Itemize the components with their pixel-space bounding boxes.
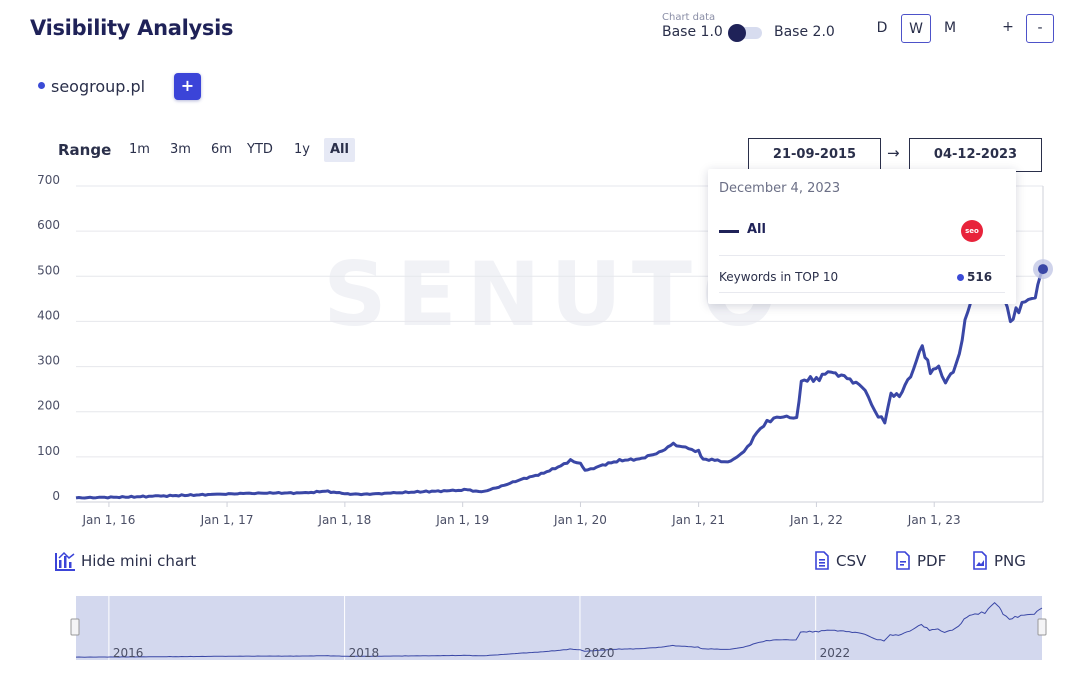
mini-year-label: 2020 bbox=[584, 646, 615, 660]
add-domain-button[interactable]: + bbox=[174, 73, 201, 100]
range-label: Range bbox=[58, 141, 112, 159]
domain-name: seogroup.pl bbox=[51, 77, 146, 96]
range-from-input[interactable]: 21-09-2015 bbox=[748, 138, 881, 172]
range-to-input[interactable]: 04-12-2023 bbox=[909, 138, 1042, 172]
export-pdf-label: PDF bbox=[917, 552, 947, 570]
tooltip-metric-label: Keywords in TOP 10 bbox=[719, 270, 839, 284]
chart-bars-icon bbox=[55, 551, 75, 571]
x-tick-label: Jan 1, 18 bbox=[317, 513, 371, 527]
y-tick-label: 200 bbox=[37, 399, 60, 413]
x-tick-label: Jan 1, 16 bbox=[81, 513, 135, 527]
mini-chart-background bbox=[76, 596, 1042, 660]
mini-right-handle[interactable] bbox=[1037, 618, 1047, 636]
x-tick-label: Jan 1, 19 bbox=[435, 513, 489, 527]
tooltip-series-line-icon bbox=[719, 230, 739, 233]
png-image-icon bbox=[973, 551, 987, 570]
x-tick-label: Jan 1, 20 bbox=[553, 513, 607, 527]
watermark: SENUTO bbox=[323, 243, 786, 346]
tooltip-date: December 4, 2023 bbox=[719, 181, 841, 196]
mini-year-label: 2022 bbox=[820, 646, 851, 660]
x-tick-label: Jan 1, 22 bbox=[789, 513, 843, 527]
y-tick-label: 500 bbox=[37, 263, 60, 277]
mini-chart-years: 2016 2018 2020 2022 bbox=[113, 646, 850, 660]
mini-year-label: 2016 bbox=[113, 646, 144, 660]
mini-chart[interactable]: 2016 2018 2020 2022 bbox=[70, 596, 1047, 660]
range-6m-button[interactable]: 6m bbox=[211, 142, 232, 157]
period-w-button[interactable]: W bbox=[901, 14, 931, 43]
range-1m-button[interactable]: 1m bbox=[129, 142, 150, 157]
chart-tooltip: December 4, 2023 All seo Keywords in TOP… bbox=[708, 169, 1016, 304]
zoom-out-button[interactable]: - bbox=[1026, 14, 1054, 43]
y-tick-label: 600 bbox=[37, 218, 60, 232]
domain-color-dot bbox=[38, 82, 45, 89]
mini-left-handle[interactable] bbox=[70, 618, 80, 636]
hide-mini-chart-label: Hide mini chart bbox=[81, 552, 197, 570]
y-tick-label: 0 bbox=[52, 489, 60, 503]
range-1y-button[interactable]: 1y bbox=[294, 142, 310, 157]
y-tick-label: 400 bbox=[37, 308, 60, 322]
range-arrow: → bbox=[887, 144, 900, 162]
tooltip-metric-value: 516 bbox=[967, 270, 993, 284]
range-all-button[interactable]: All bbox=[324, 138, 355, 162]
csv-file-icon bbox=[815, 551, 829, 570]
current-point-marker[interactable] bbox=[1038, 264, 1048, 275]
period-d-button[interactable]: D bbox=[876, 20, 888, 36]
domain-chip[interactable]: seogroup.pl bbox=[38, 77, 145, 96]
x-tick-label: Jan 1, 23 bbox=[907, 513, 961, 527]
y-tick-label: 300 bbox=[37, 354, 60, 368]
tooltip-metric-dot bbox=[957, 274, 964, 281]
y-axis: 0 100 200 300 400 500 600 700 bbox=[37, 173, 60, 503]
tooltip-divider-bottom bbox=[719, 292, 1005, 293]
export-png-label: PNG bbox=[994, 552, 1026, 570]
x-tick-label: Jan 1, 17 bbox=[200, 513, 254, 527]
tooltip-series-label: All bbox=[747, 222, 766, 237]
mini-year-label: 2018 bbox=[349, 646, 380, 660]
period-m-button[interactable]: M bbox=[943, 20, 957, 36]
y-tick-label: 700 bbox=[37, 173, 60, 187]
x-axis: Jan 1, 16 Jan 1, 17 Jan 1, 18 Jan 1, 19 Jan … bbox=[81, 502, 961, 527]
y-tick-label: 100 bbox=[37, 444, 60, 458]
export-csv-label: CSV bbox=[836, 552, 867, 570]
range-ytd-button[interactable]: YTD bbox=[247, 142, 273, 157]
base1-label[interactable]: Base 1.0 bbox=[662, 24, 723, 40]
base2-label[interactable]: Base 2.0 bbox=[774, 24, 835, 40]
range-3m-button[interactable]: 3m bbox=[170, 142, 191, 157]
chart-grid bbox=[76, 185, 1044, 503]
base-toggle[interactable] bbox=[728, 24, 762, 42]
mini-chart-line bbox=[75, 602, 1043, 658]
pdf-file-icon bbox=[896, 551, 910, 570]
series-line-all bbox=[75, 242, 1045, 500]
domain-logo-icon: seo bbox=[961, 220, 983, 242]
toggle-knob bbox=[728, 24, 746, 42]
chart-data-label: Chart data bbox=[662, 12, 716, 23]
tooltip-divider bbox=[719, 255, 1005, 256]
x-tick-label: Jan 1, 21 bbox=[671, 513, 725, 527]
page-title: Visibility Analysis bbox=[30, 16, 234, 40]
zoom-in-button[interactable]: + bbox=[1002, 19, 1014, 35]
